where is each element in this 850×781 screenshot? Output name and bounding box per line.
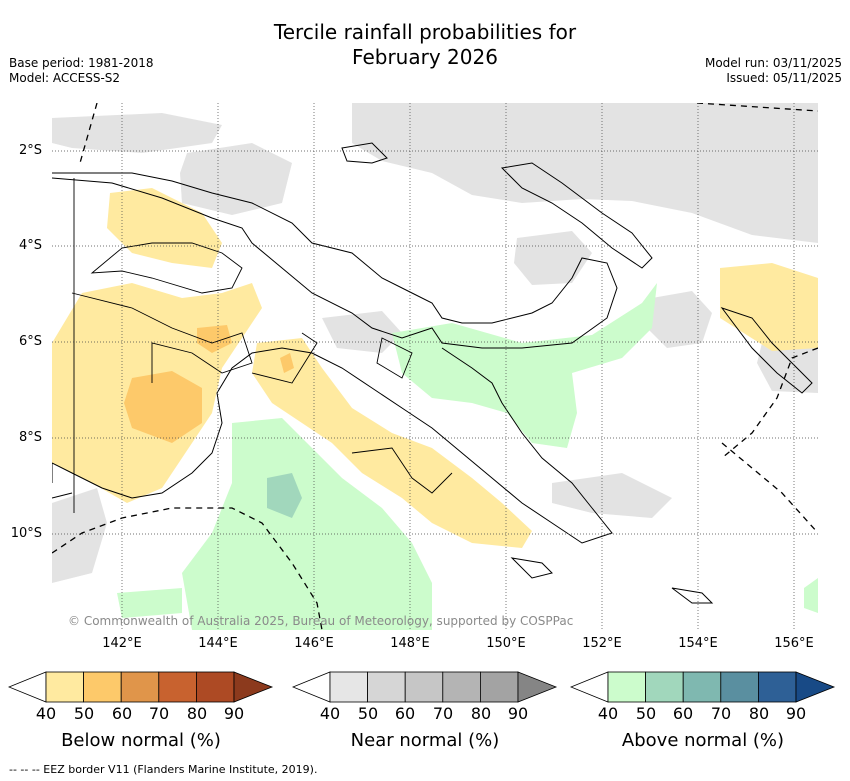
probability-map [52,103,818,630]
lon-label-146e: 146°E [294,636,334,651]
cbar-above-bin-0 [607,671,646,703]
lon-label-148e: 148°E [390,636,430,651]
cbar-below-over [233,671,274,703]
cbar-above-tick-70: 70 [710,704,732,723]
base-period: Base period: 1981-2018 [9,56,154,70]
coastlines [52,142,813,604]
lon-label-152e: 152°E [582,636,622,651]
copyright-text: © Commonwealth of Australia 2025, Bureau… [68,614,574,628]
lat-label-6s: 6°S [18,334,42,349]
meta-right: Model run: 03/11/2025 Issued: 05/11/2025 [705,56,842,86]
cbar-near-tick-70: 70 [432,704,454,723]
cbar-below-tick-60: 60 [111,704,133,723]
cbar-near-bin-4 [479,671,519,703]
lon-label-154e: 154°E [678,636,718,651]
cbar-above-tick-60: 60 [672,704,694,723]
cbar-above-tick-50: 50 [635,704,657,723]
cbar-near-tick-40: 40 [319,704,341,723]
cbar-above-bin-1 [645,671,684,703]
cbar-near-label: Near normal (%) [350,730,500,751]
above-normal-regions [117,283,818,630]
lon-label-142e: 142°E [102,636,142,651]
lon-label-150e: 150°E [486,636,526,651]
above-normal-50-regions [267,473,302,518]
colorbar-above-normal [569,671,836,707]
cbar-below-bin-4 [195,671,235,703]
below-normal-50-regions [124,325,294,443]
colorbar-above-svg [569,671,836,703]
lon-label-156e: 156°E [774,636,814,651]
cbar-below-tick-90: 90 [223,704,245,723]
cbar-near-tick-50: 50 [357,704,379,723]
cbar-below-bin-3 [158,671,197,703]
cbar-near-bin-0 [329,671,368,703]
issued-date: Issued: 05/11/2025 [726,71,842,85]
map-svg [52,103,818,630]
cbar-near-tick-60: 60 [394,704,416,723]
cbar-below-bin-2 [120,671,160,703]
province-borders [71,178,453,513]
cbar-near-tick-80: 80 [470,704,492,723]
lat-label-10s: 10°S [10,526,42,541]
cbar-above-bin-4 [757,671,797,703]
cbar-above-bin-3 [720,671,759,703]
cbar-below-label: Below normal (%) [61,730,221,751]
gridlines [52,103,818,630]
model-run-date: Model run: 03/11/2025 [704,56,842,70]
colorbar-below-normal [7,671,274,707]
cbar-above-bin-2 [682,671,722,703]
cbar-near-over [517,671,558,703]
cbar-near-bin-1 [367,671,406,703]
cbar-near-tick-90: 90 [507,704,529,723]
cbar-above-under [569,671,609,703]
lat-label-4s: 4°S [18,238,42,253]
cbar-below-bin-0 [45,671,84,703]
title-line-1: Tercile rainfall probabilities for [273,20,577,44]
cbar-below-tick-80: 80 [186,704,208,723]
cbar-above-label: Above normal (%) [621,730,785,751]
eez-borders [52,103,818,630]
cbar-below-bin-1 [83,671,122,703]
model-name: Model: ACCESS-S2 [9,71,121,85]
colorbar-below-svg [7,671,274,703]
cbar-above-tick-80: 80 [748,704,770,723]
cbar-below-tick-70: 70 [148,704,170,723]
cbar-below-tick-40: 40 [35,704,57,723]
cbar-near-bin-3 [442,671,481,703]
cbar-above-tick-40: 40 [597,704,619,723]
lat-label-8s: 8°S [18,430,42,445]
chart-title: Tercile rainfall probabilities for Febru… [0,20,850,70]
lon-label-144e: 144°E [198,636,238,651]
meta-left: Base period: 1981-2018 Model: ACCESS-S2 [9,56,154,86]
cbar-below-under [7,671,47,703]
colorbar-near-normal [291,671,558,707]
title-line-2: February 2026 [352,45,498,69]
eez-footnote: -- -- -- EEZ border V11 (Flanders Marine… [9,763,318,776]
cbar-above-over [795,671,836,703]
colorbar-near-svg [291,671,558,703]
cbar-near-under [291,671,331,703]
cbar-below-tick-50: 50 [73,704,95,723]
lat-label-2s: 2°S [18,143,42,158]
cbar-near-bin-2 [404,671,444,703]
cbar-above-tick-90: 90 [785,704,807,723]
